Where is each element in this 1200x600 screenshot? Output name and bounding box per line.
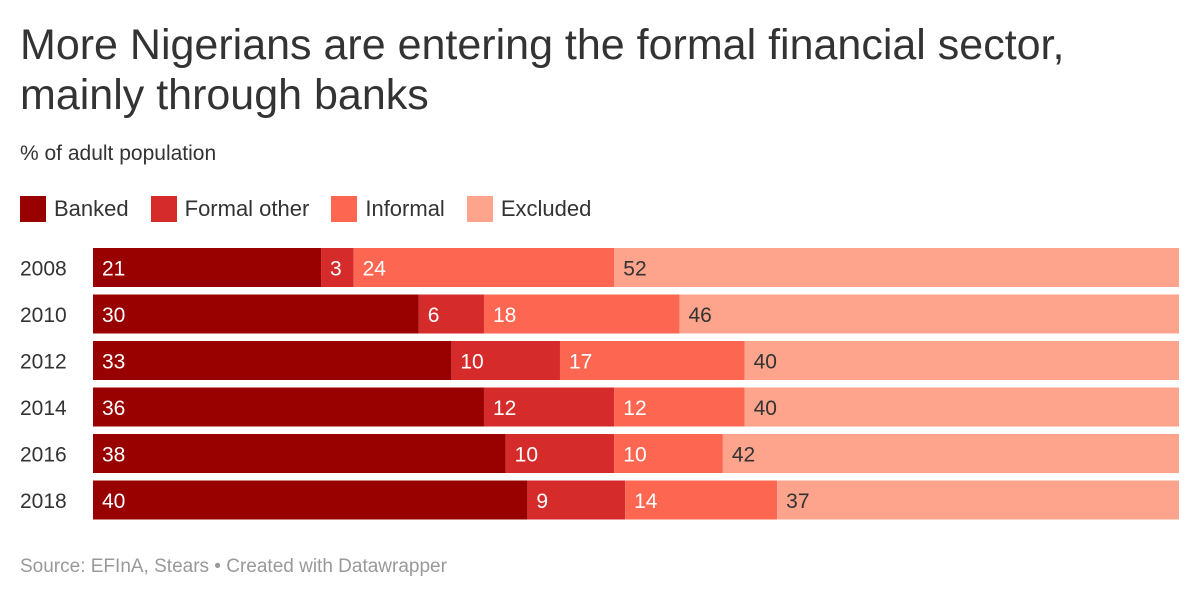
legend-label-formal-other: Formal other bbox=[184, 196, 310, 221]
bar-informal-2018 bbox=[625, 480, 778, 520]
data-label-informal-2008: 24 bbox=[363, 258, 387, 281]
data-label-banked-2012: 33 bbox=[102, 351, 125, 374]
bar-formal-other-2018 bbox=[527, 480, 626, 520]
data-label-informal-2014: 12 bbox=[623, 397, 646, 420]
bar-excluded-2008 bbox=[614, 248, 1179, 287]
data-label-informal-2018: 14 bbox=[634, 490, 658, 513]
data-label-informal-2012: 17 bbox=[569, 351, 592, 374]
bar-formal-other-2016 bbox=[505, 434, 615, 473]
bar-banked-2010 bbox=[93, 294, 419, 334]
stacked-bar-chart: 2008 21 3 24 52 2010 30 6 18 46 2012 33 10 17 40 2014 36… bbox=[20, 248, 1179, 520]
data-label-informal-2010: 18 bbox=[493, 304, 516, 327]
bar-formal-other-2008 bbox=[321, 248, 354, 287]
y-tick-label-2012: 2012 bbox=[20, 351, 67, 374]
bar-formal-other-2014 bbox=[483, 387, 615, 427]
legend-item-formal-other: Formal other bbox=[150, 196, 310, 222]
bar-formal-other-2012 bbox=[451, 341, 560, 380]
data-label-banked-2010: 30 bbox=[102, 304, 125, 327]
chart-title: More Nigerians are entering the formal f… bbox=[20, 21, 1065, 119]
legend-label-informal: Informal bbox=[365, 196, 445, 221]
data-label-banked-2018: 40 bbox=[102, 490, 125, 513]
data-label-banked-2014: 36 bbox=[102, 397, 125, 420]
data-label-banked-2008: 21 bbox=[102, 258, 125, 281]
data-label-formal-other-2016: 10 bbox=[515, 444, 538, 467]
y-tick-label-2008: 2008 bbox=[20, 258, 67, 281]
bar-banked-2008 bbox=[93, 248, 322, 287]
legend-label-excluded: Excluded bbox=[500, 196, 592, 221]
legend-swatch-formal-other bbox=[150, 196, 177, 222]
data-label-formal-other-2014: 12 bbox=[493, 397, 516, 420]
data-label-excluded-2008: 52 bbox=[623, 258, 646, 281]
bar-banked-2012 bbox=[93, 341, 452, 380]
data-label-banked-2016: 38 bbox=[102, 444, 125, 467]
y-tick-label-2010: 2010 bbox=[20, 304, 67, 327]
y-tick-label-2018: 2018 bbox=[20, 490, 67, 513]
source-note: Source: EFInA, Stears • Created with Dat… bbox=[20, 556, 447, 577]
legend-swatch-informal bbox=[331, 196, 358, 222]
bar-informal-2008 bbox=[353, 248, 615, 287]
legend-swatch-banked bbox=[20, 196, 46, 222]
legend: Banked Formal other Informal Excluded bbox=[20, 196, 591, 222]
bar-excluded-2010 bbox=[679, 294, 1179, 334]
bar-excluded-2016 bbox=[722, 434, 1179, 473]
data-label-excluded-2012: 40 bbox=[754, 351, 777, 374]
bar-informal-2010 bbox=[483, 294, 680, 334]
bar-excluded-2018 bbox=[777, 480, 1179, 520]
data-label-formal-other-2010: 6 bbox=[428, 304, 440, 327]
bar-informal-2014 bbox=[614, 387, 745, 427]
bar-informal-2016 bbox=[614, 434, 723, 473]
data-label-formal-other-2008: 3 bbox=[330, 258, 342, 281]
data-label-formal-other-2012: 10 bbox=[460, 351, 483, 374]
legend-label-banked: Banked bbox=[54, 196, 129, 221]
y-tick-label-2014: 2014 bbox=[20, 397, 67, 420]
data-label-excluded-2018: 37 bbox=[786, 490, 809, 513]
y-tick-label-2016: 2016 bbox=[20, 444, 67, 467]
bar-banked-2014 bbox=[93, 387, 484, 427]
data-label-excluded-2014: 40 bbox=[754, 397, 777, 420]
legend-item-excluded: Excluded bbox=[466, 196, 592, 222]
legend-swatch-excluded bbox=[466, 196, 493, 222]
bar-informal-2012 bbox=[559, 341, 745, 380]
data-label-informal-2016: 10 bbox=[623, 444, 646, 467]
bar-banked-2018 bbox=[93, 480, 528, 520]
chart-subtitle: % of adult population bbox=[20, 142, 217, 165]
bar-excluded-2012 bbox=[744, 341, 1179, 380]
legend-item-informal: Informal bbox=[331, 196, 445, 222]
bar-banked-2016 bbox=[93, 434, 506, 473]
legend-item-banked: Banked bbox=[20, 196, 129, 222]
data-label-excluded-2016: 42 bbox=[732, 444, 755, 467]
data-label-formal-other-2018: 9 bbox=[536, 490, 548, 513]
data-label-excluded-2010: 46 bbox=[688, 304, 711, 327]
bar-formal-other-2010 bbox=[418, 294, 484, 334]
bar-excluded-2014 bbox=[744, 387, 1179, 427]
